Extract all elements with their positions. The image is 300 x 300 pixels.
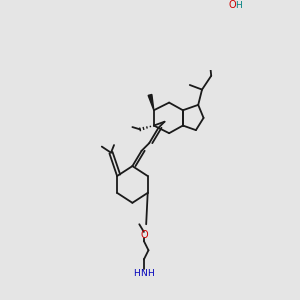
Text: H: H [236, 1, 242, 10]
Text: N: N [140, 269, 147, 278]
Text: H: H [147, 269, 153, 278]
Text: O: O [140, 230, 148, 240]
Text: O: O [228, 0, 236, 11]
Text: H: H [134, 269, 140, 278]
Polygon shape [148, 94, 154, 110]
